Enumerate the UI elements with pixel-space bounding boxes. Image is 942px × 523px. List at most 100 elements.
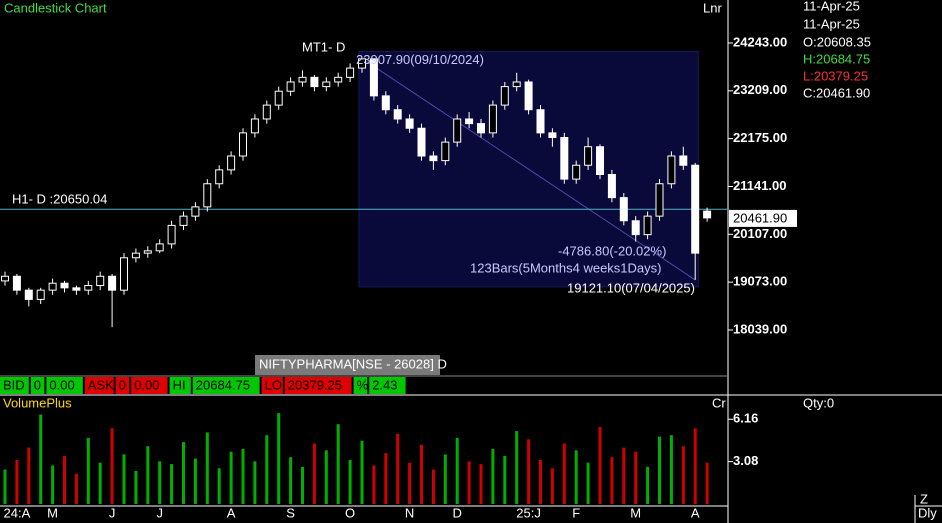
chart-title: Candlestick Chart [4, 0, 107, 15]
measure-start: 23907.90(09/10/2024) [356, 52, 484, 67]
candle-body [36, 289, 45, 300]
candle-body [512, 81, 521, 88]
volume-bar [634, 451, 638, 504]
quote-text: LO [265, 377, 282, 392]
y-tick-label: 3.08 [733, 453, 758, 468]
candle-body [524, 81, 533, 111]
quote-cell [84, 377, 114, 394]
volume-bar [467, 461, 471, 504]
quote-text: 0 [34, 377, 41, 392]
x-tick-label: F [572, 505, 580, 520]
candle-body [96, 275, 105, 287]
candle-body [584, 146, 593, 166]
volume-bar [384, 453, 388, 504]
quote-cell [192, 377, 260, 394]
candle-body [12, 275, 21, 291]
candle-body [691, 164, 700, 254]
h1-label: H1- D :20650.04 [12, 192, 107, 207]
candle-body [310, 76, 319, 88]
candle-body [393, 109, 402, 120]
last-price-box [729, 209, 797, 227]
volume-bar [539, 459, 542, 504]
quote-text: 0.00 [49, 377, 74, 392]
x-tick-label: 25:J [516, 505, 541, 520]
candle-body [227, 155, 236, 171]
volume-bar [51, 465, 55, 504]
x-tick-label: A [227, 505, 236, 520]
candle-body [346, 67, 355, 78]
y-tick-label: 21141.00 [733, 178, 787, 193]
x-tick-label: J [156, 505, 163, 520]
zoom-button[interactable]: Z [920, 491, 928, 506]
volume-bar [229, 451, 233, 504]
volume-bar [479, 464, 483, 504]
quote-cell [284, 377, 352, 394]
quote-text: 0.00 [134, 377, 159, 392]
candle-body [143, 250, 152, 254]
info-qty: Qty:0 [803, 395, 834, 410]
volume-bar [527, 439, 531, 504]
quote-cell [169, 377, 191, 394]
candle-body [167, 224, 176, 245]
x-tick-label: M [630, 505, 641, 520]
candle-body [643, 215, 652, 236]
volume-bar [443, 454, 447, 504]
info-high: H:20684.75 [803, 51, 870, 66]
candle-body [334, 76, 343, 83]
quote-cell [0, 377, 29, 394]
candle-body [429, 155, 438, 162]
quote-cell [353, 377, 368, 394]
candle-body [596, 146, 604, 176]
volume-bar [63, 455, 66, 504]
candle-body [703, 210, 712, 219]
candle-body [286, 81, 295, 92]
candle-body [548, 132, 557, 138]
measure-span: 123Bars(5Months4 weeks1Days) [470, 260, 661, 275]
candle-body [405, 118, 414, 129]
measure-end: 19121.10(07/04/2025) [567, 280, 695, 295]
quote-text: ASK [88, 377, 114, 392]
candle-body [631, 220, 640, 236]
candle-body [572, 164, 581, 180]
volume-bar [598, 426, 602, 504]
candle-body [322, 81, 331, 88]
period-button[interactable]: Dly [918, 505, 937, 520]
candle-body [417, 127, 426, 157]
candle-body [655, 183, 664, 217]
volume-bar [301, 466, 304, 504]
candle-body [131, 252, 140, 259]
quote-text: 2.43 [372, 377, 397, 392]
candle-body [72, 287, 81, 291]
y-tick-label: 23209.00 [733, 82, 787, 97]
x-tick-label: J [109, 505, 116, 520]
volume-bar [3, 469, 7, 504]
candle-body [239, 132, 247, 157]
y-tick-label: 22175.00 [733, 130, 787, 145]
candle-body [155, 243, 164, 252]
volume-bar [324, 450, 328, 504]
volume-bar [622, 447, 626, 504]
candle-body [203, 183, 212, 208]
volume-bar [348, 459, 352, 504]
candle-body [262, 104, 271, 120]
volume-bar [217, 468, 221, 504]
volume-bar [182, 442, 185, 504]
candle-body [679, 155, 688, 166]
scale-mode[interactable]: Lnr [703, 0, 722, 15]
candle-body [619, 197, 628, 222]
quote-cell [46, 377, 83, 394]
measure-line [361, 58, 696, 281]
candle-body [358, 58, 366, 69]
volume-bar [86, 437, 90, 504]
measure-change: -4786.80(-20.02%) [558, 243, 666, 258]
candle-body [179, 215, 188, 226]
quote-text: HI [173, 377, 186, 392]
volume-bar [431, 469, 435, 504]
volume-bar [491, 448, 495, 504]
y-tick-label: 6.16 [733, 411, 758, 426]
volume-bar [265, 435, 269, 504]
volume-bar [289, 457, 293, 504]
candle-body [84, 285, 93, 291]
quote-cell [30, 377, 45, 394]
